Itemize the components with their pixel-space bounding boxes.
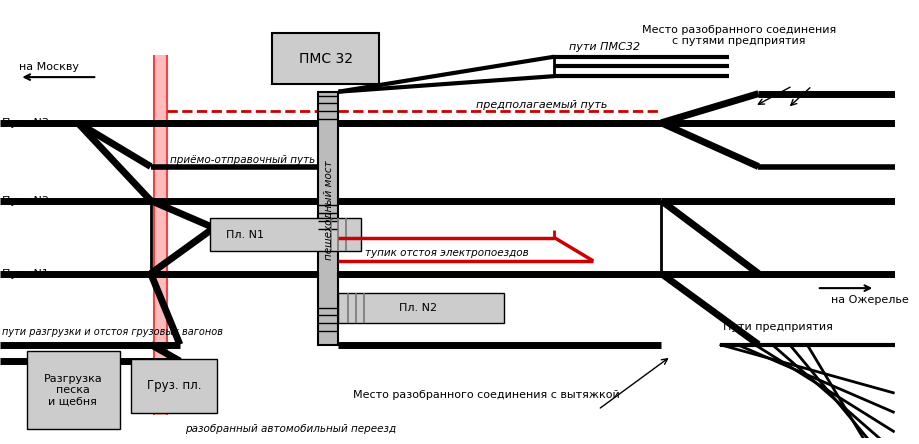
Text: приёмо-отправочный путь: приёмо-отправочный путь <box>170 155 315 165</box>
Text: пешеходный мост: пешеходный мост <box>323 161 334 260</box>
Text: ПМС 32: ПМС 32 <box>299 52 352 66</box>
Text: Пл. N2: Пл. N2 <box>399 302 437 313</box>
Text: пути ПМС32: пути ПМС32 <box>568 42 640 52</box>
Text: Разгрузка
песка
и щебня: Разгрузка песка и щебня <box>43 373 102 407</box>
Text: пути разгрузки и отстоя грузовых вагонов: пути разгрузки и отстоя грузовых вагонов <box>2 327 222 337</box>
Text: Пл. N1: Пл. N1 <box>226 230 264 240</box>
Text: разобранный автомобильный переезд: разобранный автомобильный переезд <box>185 424 395 434</box>
Bar <box>28 351 119 429</box>
Bar <box>318 92 338 345</box>
Text: Путь N1: Путь N1 <box>2 269 49 278</box>
Bar <box>210 218 360 251</box>
Bar <box>272 33 379 84</box>
Bar <box>338 293 503 323</box>
Text: тупик отстоя электропоездов: тупик отстоя электропоездов <box>364 248 528 258</box>
Text: Пути предприятия: Пути предприятия <box>722 322 832 332</box>
Bar <box>131 359 217 412</box>
Bar <box>153 55 167 415</box>
Text: предполагаемый путь: предполагаемый путь <box>476 100 607 110</box>
Text: на Москву: на Москву <box>19 62 79 72</box>
Text: Путь N2: Путь N2 <box>2 196 49 206</box>
Text: на Ожерелье: на Ожерелье <box>831 295 908 305</box>
Text: Путь N3: Путь N3 <box>2 118 49 128</box>
Text: Место разобранного соединения
с путями предприятия: Место разобранного соединения с путями п… <box>641 24 835 46</box>
Text: Груз. пл.: Груз. пл. <box>147 379 201 392</box>
Text: Место разобранного соединения с вытяжкой: Место разобранного соединения с вытяжкой <box>353 390 618 400</box>
